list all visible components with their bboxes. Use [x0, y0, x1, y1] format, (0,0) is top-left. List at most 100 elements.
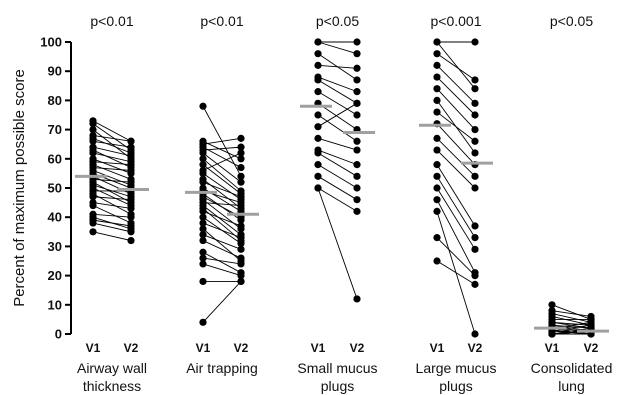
- point-v2: [127, 196, 135, 204]
- category-label: Small mucus: [297, 360, 377, 376]
- pair-line: [92, 140, 132, 148]
- pair-line: [92, 158, 132, 174]
- point-v2: [471, 172, 479, 180]
- point-v2: [237, 260, 245, 268]
- point-v2: [353, 76, 361, 84]
- point-v1: [199, 213, 207, 221]
- point-v1: [199, 231, 207, 239]
- pair-line: [92, 222, 132, 233]
- pair-line: [436, 65, 476, 104]
- point-v2: [127, 213, 135, 221]
- pair-line: [317, 114, 358, 142]
- pair-line: [202, 210, 242, 227]
- pair-line: [317, 79, 358, 104]
- point-v1: [89, 228, 97, 236]
- pair-line: [92, 134, 132, 142]
- point-v1: [199, 102, 207, 110]
- pair-line: [92, 231, 132, 241]
- visit-label-v2: V2: [350, 341, 365, 355]
- pair-line: [317, 64, 358, 69]
- y-tick-label: 90: [48, 64, 62, 79]
- pair-line: [92, 146, 132, 157]
- visit-label-v1: V1: [86, 341, 101, 355]
- p-value: p<0.01: [90, 13, 133, 29]
- point-v2: [237, 172, 245, 180]
- point-v1: [314, 38, 322, 46]
- category-label: Air trapping: [186, 360, 258, 376]
- point-v1: [199, 260, 207, 268]
- point-v2: [237, 239, 245, 248]
- group-1: p<0.01 V1 V2 Airway wall thickness: [75, 13, 149, 394]
- point-v1: [199, 254, 207, 262]
- pair-line: [202, 137, 242, 145]
- y-ticks: 0 10 20 30 40 50 60 70 80 90 100: [40, 35, 71, 342]
- category-label: plugs: [321, 378, 354, 394]
- pair-line: [92, 137, 132, 154]
- pair-line: [92, 205, 132, 224]
- pair-line: [436, 237, 476, 276]
- point-v1: [314, 50, 322, 58]
- category-label: lung: [558, 378, 584, 394]
- point-v2: [127, 236, 135, 245]
- pair-line: [317, 137, 358, 151]
- point-v2: [237, 163, 245, 172]
- y-axis-label: Percent of maximum possible score: [11, 69, 28, 307]
- pair-line: [317, 76, 358, 93]
- y-tick-label: 10: [48, 297, 62, 312]
- point-v2: [471, 330, 479, 338]
- plot-groups: p<0.01 V1 V2 Airway wall thickness p<0.01 V1 V2…: [75, 13, 612, 394]
- category-label: plugs: [439, 378, 472, 394]
- point-v1: [548, 330, 556, 338]
- point-v1: [89, 193, 97, 201]
- pair-line: [92, 170, 132, 186]
- point-v2: [237, 155, 245, 163]
- pair-line: [551, 313, 592, 323]
- point-v1: [199, 169, 207, 177]
- point-v1: [199, 277, 207, 286]
- point-v2: [127, 143, 135, 151]
- point-v2: [471, 234, 479, 242]
- point-v2: [353, 172, 361, 180]
- pair-line: [92, 152, 132, 163]
- pair-line: [317, 175, 358, 201]
- point-v2: [353, 38, 361, 46]
- point-v2: [353, 99, 361, 107]
- pair-line: [436, 111, 476, 142]
- pair-line: [317, 149, 358, 166]
- y-tick-label: 30: [48, 239, 62, 254]
- pair-line: [551, 304, 592, 320]
- pair-line: [551, 327, 592, 335]
- category-label: thickness: [83, 378, 141, 394]
- point-v2: [471, 99, 479, 107]
- pair-line: [202, 158, 242, 192]
- visit-label-v2: V2: [234, 341, 249, 355]
- y-tick-label: 20: [48, 268, 62, 283]
- point-v1: [199, 225, 207, 233]
- pair-line: [202, 181, 242, 198]
- point-v2: [471, 85, 479, 93]
- point-v1: [433, 50, 441, 58]
- point-v1: [89, 120, 97, 128]
- point-v1: [314, 61, 322, 69]
- point-v2: [471, 184, 479, 192]
- point-v1: [433, 161, 441, 169]
- pair-line: [202, 205, 242, 236]
- point-v2: [471, 272, 479, 280]
- point-v2: [353, 111, 361, 119]
- point-v2: [237, 234, 245, 242]
- point-v2: [353, 196, 361, 204]
- p-value: p<0.001: [431, 13, 482, 29]
- point-v1: [433, 108, 441, 116]
- y-tick-label: 40: [48, 210, 62, 225]
- point-v1: [314, 149, 322, 157]
- point-v1: [314, 111, 322, 119]
- point-v1: [433, 61, 441, 69]
- pair-line: [92, 196, 132, 201]
- point-v1: [199, 207, 207, 215]
- point-v2: [353, 161, 361, 169]
- point-v2: [471, 149, 479, 157]
- group-2: p<0.01 V1 V2 Air trapping: [185, 13, 259, 376]
- point-v2: [237, 245, 245, 253]
- point-v1: [199, 236, 207, 245]
